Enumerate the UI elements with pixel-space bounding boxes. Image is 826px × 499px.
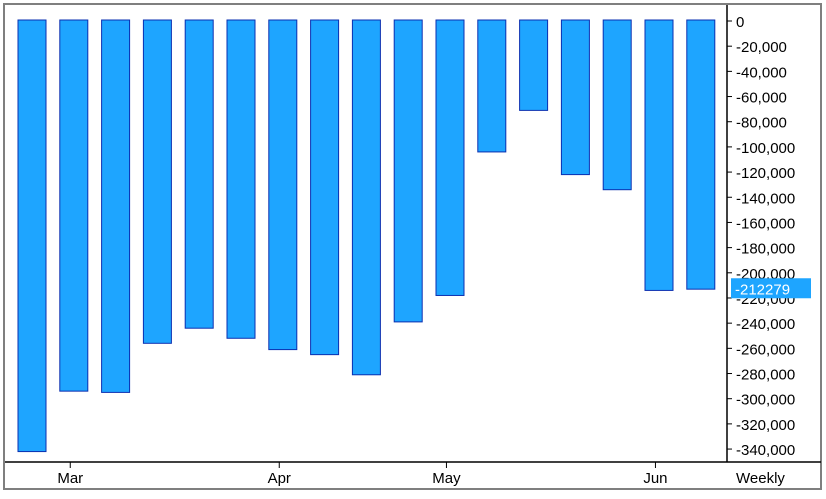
bar-12 — [477, 19, 507, 153]
bar-7 — [268, 19, 298, 351]
bar-13 — [519, 19, 549, 111]
y-tick-label: -320,000 — [736, 417, 795, 434]
bar-6 — [226, 19, 256, 339]
y-tick-label: -260,000 — [736, 341, 795, 358]
bars-group — [17, 19, 716, 453]
y-tick-label: -340,000 — [736, 442, 795, 459]
bar-4 — [142, 19, 172, 344]
bar-8 — [310, 19, 340, 356]
bar-14 — [560, 19, 590, 176]
y-tick-label: -180,000 — [736, 241, 795, 258]
period-label: Weekly — [736, 470, 785, 487]
y-tick-label: -60,000 — [736, 90, 787, 107]
bar-11 — [435, 19, 465, 296]
x-tick-label: Mar — [57, 470, 83, 487]
last-value-marker — [731, 278, 811, 299]
y-tick-label: 0 — [736, 14, 744, 31]
axes-group — [5, 5, 821, 468]
y-tick-label: -40,000 — [736, 64, 787, 81]
x-tick-label: May — [432, 470, 461, 487]
bar-10 — [393, 19, 423, 323]
y-tick-label: -280,000 — [736, 367, 795, 384]
y-tick-label: -160,000 — [736, 215, 795, 232]
y-tick-label: -140,000 — [736, 190, 795, 207]
bar-5 — [184, 19, 214, 329]
y-tick-label: -300,000 — [736, 392, 795, 409]
y-tick-label: -240,000 — [736, 316, 795, 333]
last-value-label: -212279 — [735, 281, 790, 298]
bar-16 — [644, 19, 674, 291]
bar-9 — [351, 19, 381, 376]
x-tick-label: Apr — [268, 470, 291, 487]
x-tick-label: Jun — [643, 470, 667, 487]
bar-17 — [686, 19, 716, 290]
bar-1 — [17, 19, 47, 453]
bar-3 — [101, 19, 131, 393]
y-tick-label: -100,000 — [736, 140, 795, 157]
bar-15 — [602, 19, 632, 191]
y-tick-label: -120,000 — [736, 165, 795, 182]
y-tick-label: -80,000 — [736, 115, 787, 132]
y-tick-label: -20,000 — [736, 39, 787, 56]
bar-2 — [59, 19, 89, 392]
